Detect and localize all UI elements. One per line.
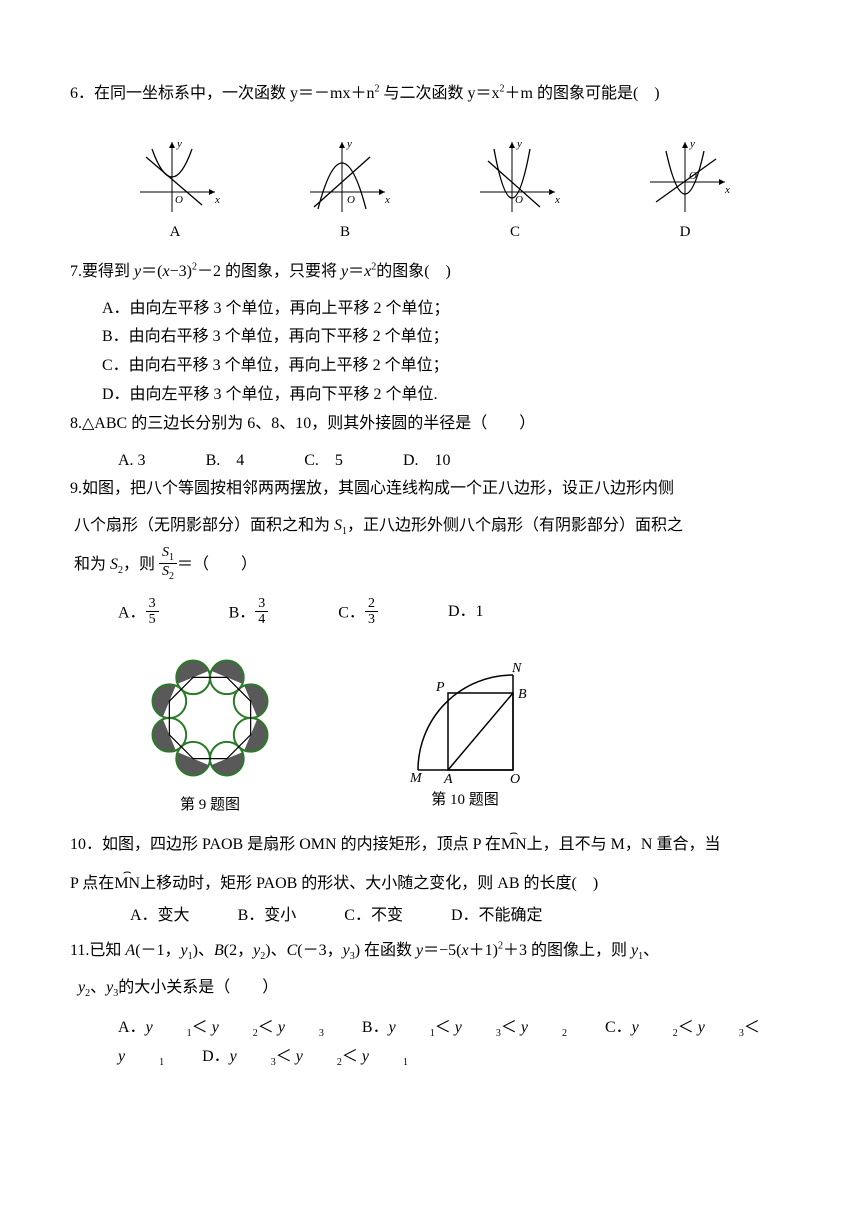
svg-text:O: O bbox=[347, 194, 355, 206]
q7-opt-a: A．由向左平移 3 个单位，再向上平移 2 个单位； bbox=[70, 295, 790, 324]
q10-options: A．变大 B．变小 C．不变 D．不能确定 bbox=[70, 902, 790, 931]
graph-b: x y O B bbox=[300, 137, 390, 246]
svg-text:x: x bbox=[214, 194, 220, 206]
q7-opt-c: C．由向右平移 3 个单位，再向上平移 2 个单位； bbox=[70, 352, 790, 381]
question-11: 11.已知 A(－1，y1)、B(2，y2)、C(－3，y3) 在函数 y＝−5… bbox=[70, 937, 790, 966]
graph-a: x y O A bbox=[130, 137, 220, 246]
question-8: 8.△ABC 的三边长分别为 6、8、10，则其外接圆的半径是（ ） bbox=[70, 410, 790, 439]
q9-options: A．35 B．34 C．23 D．1 bbox=[70, 598, 790, 630]
svg-text:A: A bbox=[443, 772, 453, 783]
svg-text:x: x bbox=[554, 194, 560, 206]
q11-options: A．y1＜ y2＜ y3 B．y1＜ y3＜ y2 C．y2＜ y3＜ y1 D… bbox=[70, 1014, 790, 1072]
svg-text:N: N bbox=[511, 661, 522, 676]
svg-text:y: y bbox=[516, 138, 522, 150]
svg-text:M: M bbox=[409, 771, 423, 783]
svg-text:y: y bbox=[176, 138, 182, 150]
question-6: 6．在同一坐标系中，一次函数 y＝－mx＋n2 与二次函数 y＝x2＋m 的图象… bbox=[70, 80, 790, 109]
figures-9-10: 第 9 题图 N P B M A O 第 10 题图 bbox=[70, 648, 790, 819]
svg-text:P: P bbox=[435, 680, 445, 695]
svg-text:x: x bbox=[384, 194, 390, 206]
question-10: 10．如图，四边形 PAOB 是扇形 OMN 的内接矩形，顶点 P 在MN上，且… bbox=[70, 831, 790, 860]
figure-10: N P B M A O 第 10 题图 bbox=[390, 648, 540, 819]
svg-text:x: x bbox=[724, 184, 730, 196]
q11-line2: y2、y3的大小关系是（ ） bbox=[70, 974, 790, 1003]
q9-line3: 和为 S2，则 S1S2＝（ ） bbox=[70, 547, 790, 584]
svg-text:B: B bbox=[518, 687, 527, 702]
graph-d: x y O D bbox=[640, 137, 730, 246]
q10-line2: P 点在MN上移动时，矩形 PAOB 的形状、大小随之变化，则 AB 的长度( … bbox=[70, 870, 790, 899]
q9-line2: 八个扇形（无阴影部分）面积之和为 S1，正八边形外侧八个扇形（有阴影部分）面积之 bbox=[70, 512, 790, 541]
graph-c: x y O C bbox=[470, 137, 560, 246]
q7-opt-d: D．由向左平移 3 个单位，再向下平移 2 个单位. bbox=[70, 381, 790, 410]
q8-options: A. 3 B. 4 C. 5 D. 10 bbox=[70, 447, 790, 476]
q6-graphs: x y O A x y O B x y O bbox=[70, 137, 790, 246]
question-7: 7.要得到 y＝(x−3)2－2 的图象，只要将 y＝x2的图象( ) bbox=[70, 258, 790, 287]
svg-text:O: O bbox=[175, 194, 183, 206]
question-9: 9.如图，把八个等圆按相邻两两摆放，其圆心连线构成一个正八边形，设正八边形内侧 bbox=[70, 475, 790, 504]
q7-opt-b: B．由向右平移 3 个单位，再向下平移 2 个单位； bbox=[70, 323, 790, 352]
svg-text:y: y bbox=[689, 138, 695, 150]
svg-text:y: y bbox=[346, 138, 352, 150]
q6-num: 6． bbox=[70, 85, 94, 102]
svg-text:O: O bbox=[510, 772, 520, 783]
figure-9: 第 9 题图 bbox=[140, 648, 280, 819]
